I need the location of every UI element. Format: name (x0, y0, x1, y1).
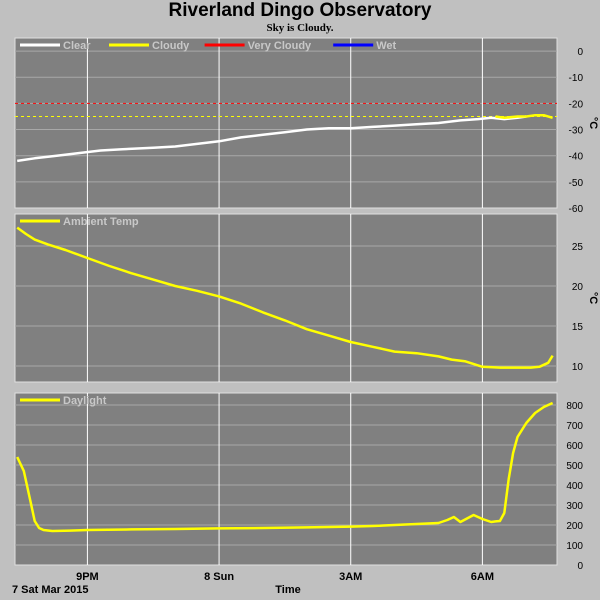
y-tick-label: -40 (569, 152, 584, 163)
y-tick-label: 600 (566, 441, 583, 452)
y-tick-label: 300 (566, 501, 583, 512)
y-tick-label: -60 (569, 204, 584, 215)
y-tick-label: -50 (569, 178, 584, 189)
y-tick-label: 800 (566, 401, 583, 412)
y-tick-label: 20 (572, 282, 584, 293)
date-label: 7 Sat Mar 2015 (12, 584, 88, 596)
x-tick-label: 6AM (471, 571, 494, 583)
x-tick-label: 9PM (76, 571, 99, 583)
sky-status: Sky is Cloudy. (266, 22, 334, 34)
y-tick-label: 200 (566, 521, 583, 532)
legend-label: Clear (63, 40, 91, 52)
y-tick-label: 400 (566, 481, 583, 492)
legend-label: Daylight (63, 395, 107, 407)
y-tick-label: 700 (566, 421, 583, 432)
y-tick-label: -30 (569, 126, 584, 137)
y-tick-label: -10 (569, 73, 584, 84)
x-tick-label: 8 Sun (204, 571, 234, 583)
x-tick-label: 3AM (339, 571, 362, 583)
y-tick-label: 500 (566, 461, 583, 472)
series-ambient-temp (16, 226, 554, 369)
legend-label: Cloudy (152, 40, 190, 52)
panel-daylight (14, 392, 558, 566)
y-tick-label: 100 (566, 541, 583, 552)
y-tick-label: 10 (572, 362, 584, 373)
chart-title: Riverland Dingo Observatory (168, 0, 432, 21)
panel-ambient (14, 213, 558, 383)
panel-sky (14, 37, 558, 209)
y-tick-label: 0 (577, 47, 583, 58)
unit-label: °C (587, 292, 599, 304)
y-tick-label: 25 (572, 242, 584, 253)
y-tick-label: 0 (577, 561, 583, 572)
legend-label: Ambient Temp (63, 216, 139, 228)
x-axis-label: Time (275, 584, 300, 596)
series-clear (17, 115, 527, 163)
series-cloudy (495, 113, 553, 120)
legend-label: Very Cloudy (248, 40, 312, 52)
unit-label: °C (587, 117, 599, 129)
series-daylight (16, 401, 554, 533)
y-tick-label: -20 (569, 99, 584, 110)
legend-label: Wet (376, 40, 396, 52)
y-tick-label: 15 (572, 322, 584, 333)
